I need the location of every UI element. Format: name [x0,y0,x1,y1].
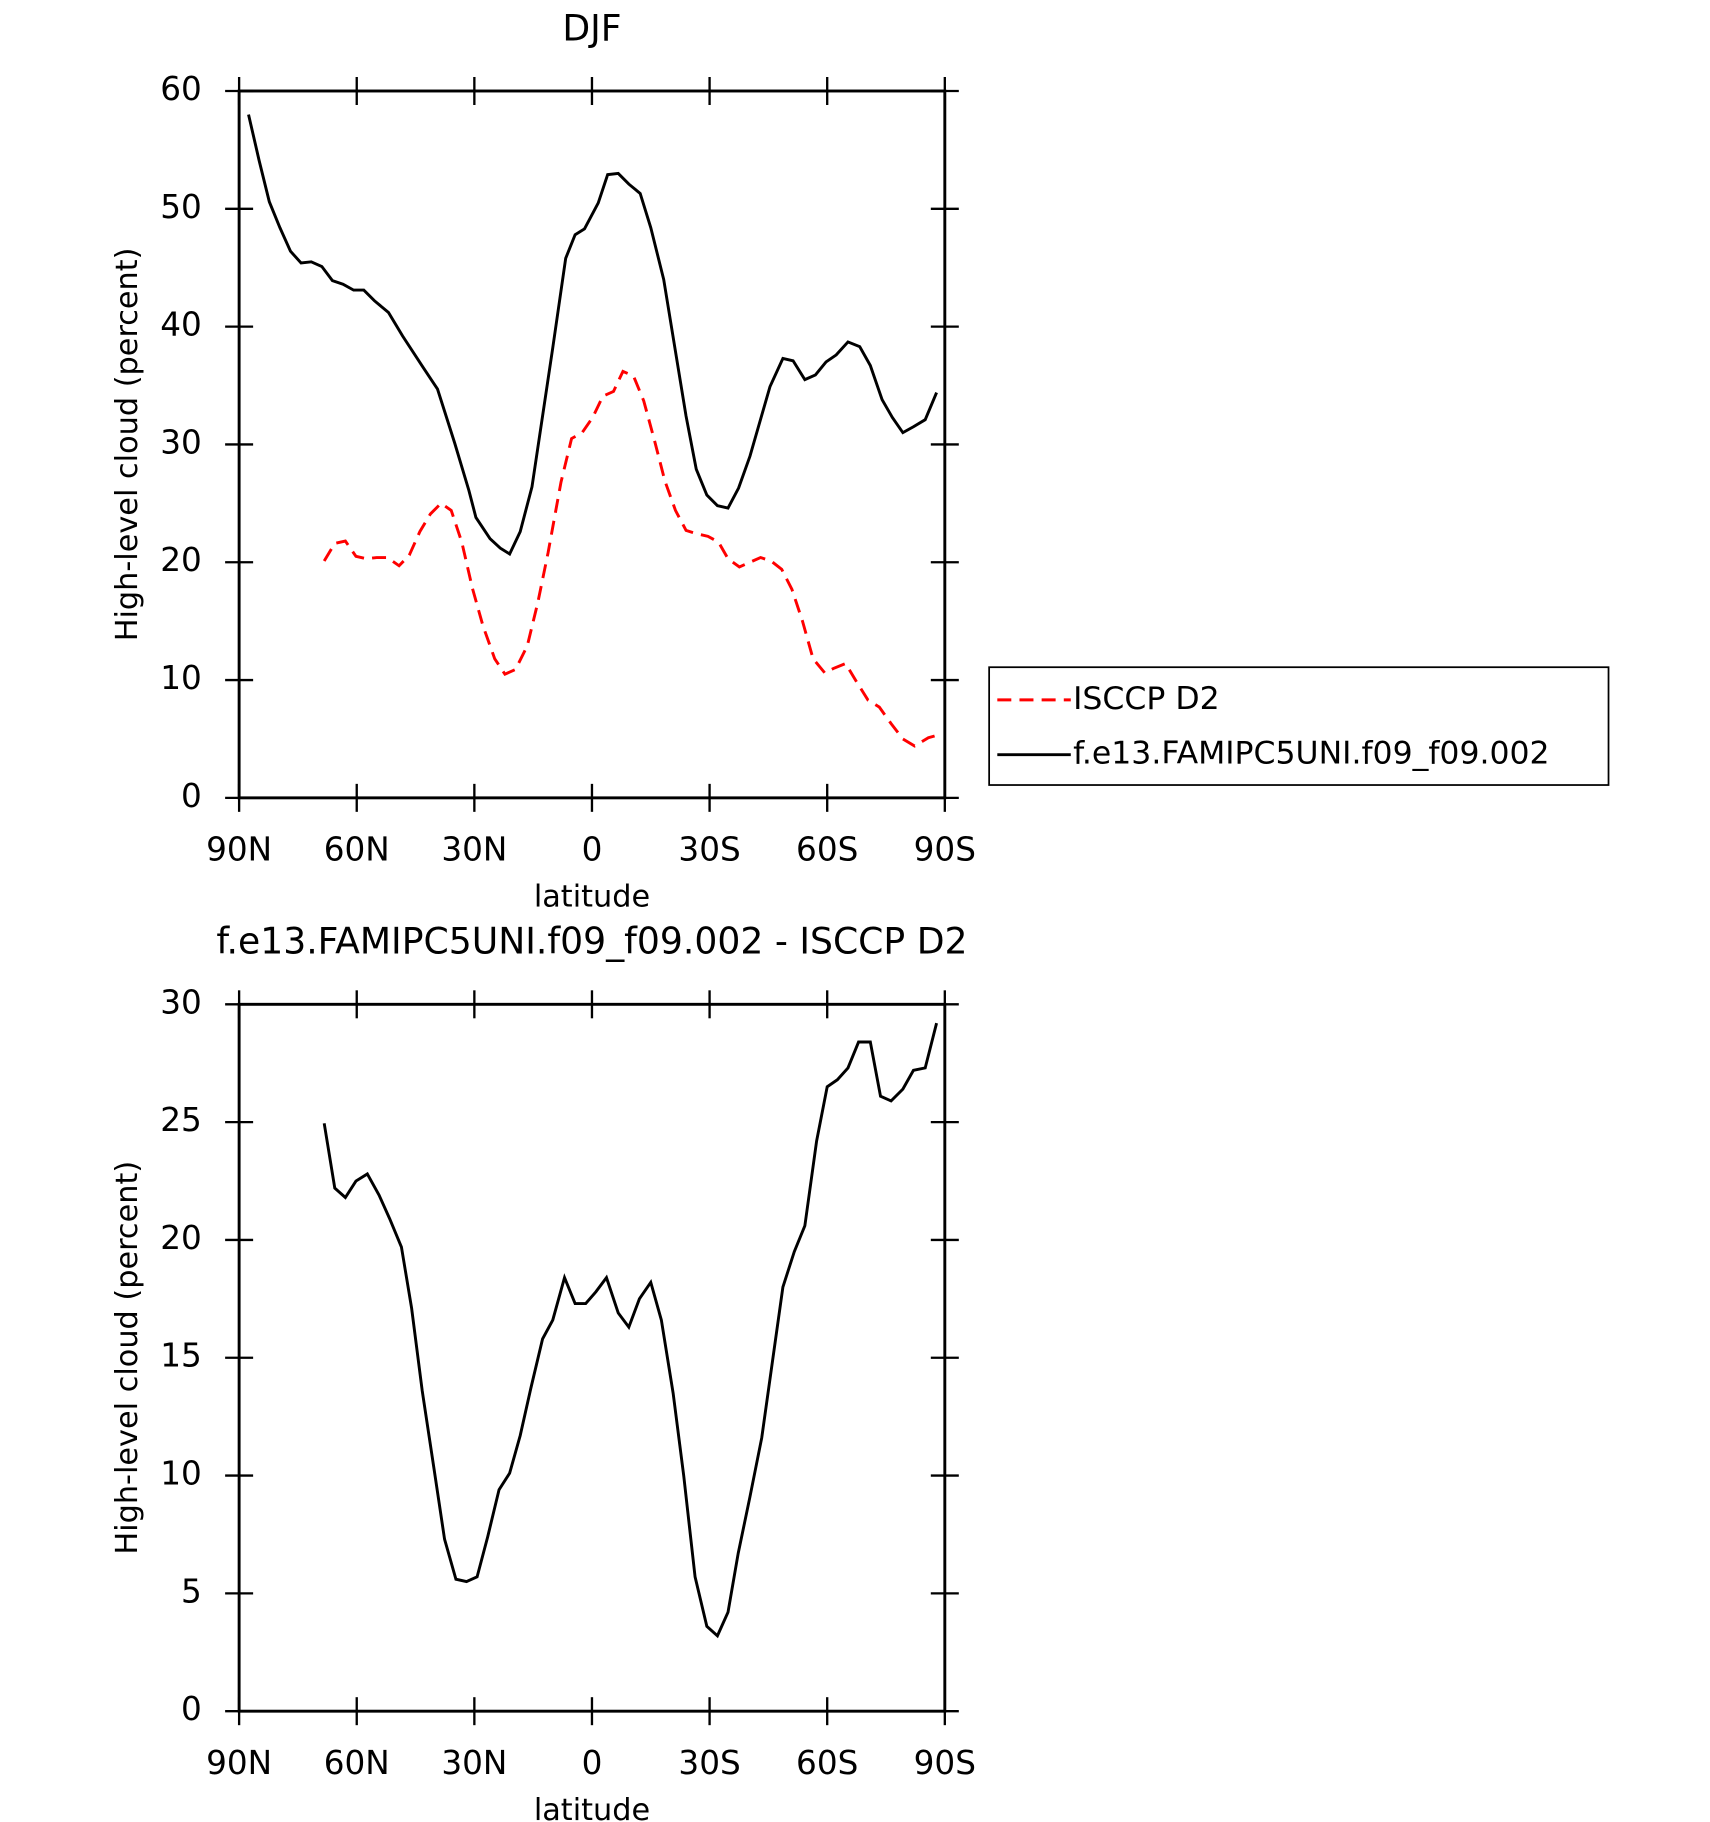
y-tick-label: 0 [181,777,202,815]
chart-title: DJF [562,6,621,49]
x-tick-label: 60N [324,1744,390,1782]
x-tick-label: 60N [324,831,390,869]
y-tick-label: 50 [160,188,202,226]
x-tick-label: 0 [582,831,603,869]
y-tick-label: 10 [160,659,202,697]
x-tick-label: 30N [441,831,507,869]
chart-title: f.e13.FAMIPC5UNI.f09_f09.002 - ISCCP D2 [216,920,967,963]
legend-label: f.e13.FAMIPC5UNI.f09_f09.002 [1073,736,1549,772]
y-tick-label: 30 [160,423,202,461]
x-tick-label: 60S [796,1744,858,1782]
x-axis-label: latitude [534,1793,650,1822]
y-tick-label: 40 [160,306,202,344]
legend-label: ISCCP D2 [1073,681,1220,717]
y-tick-label: 20 [160,1219,202,1257]
x-tick-label: 90N [206,831,272,869]
x-tick-label: 90S [914,1744,976,1782]
y-tick-label: 15 [160,1337,202,1375]
x-tick-label: 0 [582,1744,603,1782]
x-axis-label: latitude [534,880,650,915]
x-tick-label: 60S [796,831,858,869]
y-tick-label: 25 [160,1101,202,1139]
y-axis-label: High-level cloud (percent) [110,248,145,642]
y-axis-label: High-level cloud (percent) [110,1161,145,1555]
x-tick-label: 30S [678,1744,740,1782]
legend-box [988,666,1610,786]
y-tick-label: 10 [160,1455,202,1493]
x-tick-label: 30N [441,1744,507,1782]
data-line [247,114,938,557]
y-tick-label: 20 [160,541,202,579]
plot-frame [237,1002,947,1713]
y-tick-label: 60 [160,70,202,108]
y-tick-label: 0 [181,1690,202,1728]
data-line [322,369,937,748]
y-tick-label: 5 [181,1572,202,1610]
plot-frame [237,89,947,800]
x-tick-label: 90N [206,1744,272,1782]
x-tick-label: 90S [914,831,976,869]
y-tick-label: 30 [160,983,202,1021]
data-line [322,1022,938,1639]
x-tick-label: 30S [678,831,740,869]
